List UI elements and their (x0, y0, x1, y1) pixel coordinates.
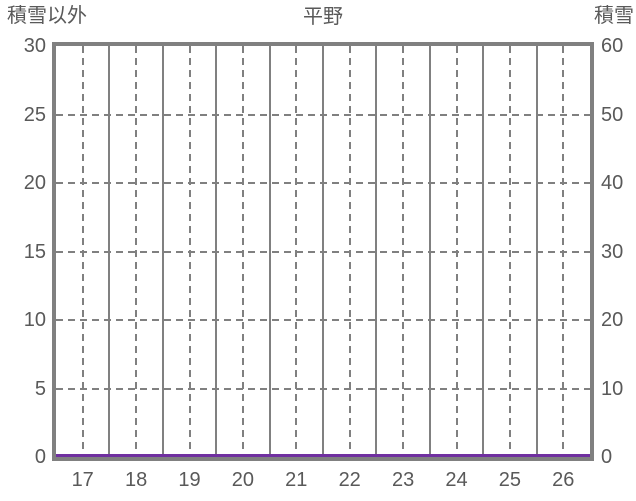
y-tick-label-right: 0 (601, 446, 613, 468)
y-tick-label-left: 30 (23, 35, 46, 57)
x-tick-label: 24 (445, 469, 468, 491)
y-gridline-dashed (56, 113, 590, 116)
x-tick-label: 23 (391, 469, 415, 491)
y-tick-label-right: 30 (601, 240, 624, 263)
y-tick-label-right: 40 (601, 172, 624, 194)
x-tick-label: 21 (285, 469, 308, 491)
y-tick-label-left: 25 (23, 103, 46, 126)
y-tick-label-right: 10 (601, 377, 624, 400)
series-line (56, 454, 590, 457)
x-tick-label: 22 (338, 469, 361, 491)
x-tick-label: 25 (498, 469, 522, 491)
x-tick-label: 20 (231, 469, 255, 491)
left-axis-title: 積雪以外 (7, 5, 87, 27)
y-tick-label-left: 20 (23, 172, 46, 194)
y-tick-label-left: 0 (34, 446, 46, 468)
y-gridline-dashed (56, 182, 590, 184)
y-gridline-dashed (56, 387, 590, 390)
x-tick-label: 26 (552, 469, 575, 491)
y-tick-label-left: 5 (34, 377, 46, 400)
x-tick-label: 17 (71, 469, 94, 491)
y-tick-label-right: 20 (601, 309, 624, 331)
right-axis-title: 積雪 (594, 5, 634, 27)
plot-area (56, 46, 590, 457)
plot-border (52, 42, 594, 461)
y-gridline-dashed (56, 250, 590, 253)
y-tick-label-left: 10 (23, 309, 46, 331)
y-tick-label-right: 50 (601, 103, 624, 126)
chart-title: 平野 (303, 6, 343, 28)
x-tick-label: 18 (124, 469, 148, 491)
y-tick-label-right: 60 (601, 35, 624, 57)
y-gridline-dashed (56, 319, 590, 321)
y-tick-label-left: 15 (23, 240, 46, 263)
x-tick-label: 19 (178, 469, 201, 491)
